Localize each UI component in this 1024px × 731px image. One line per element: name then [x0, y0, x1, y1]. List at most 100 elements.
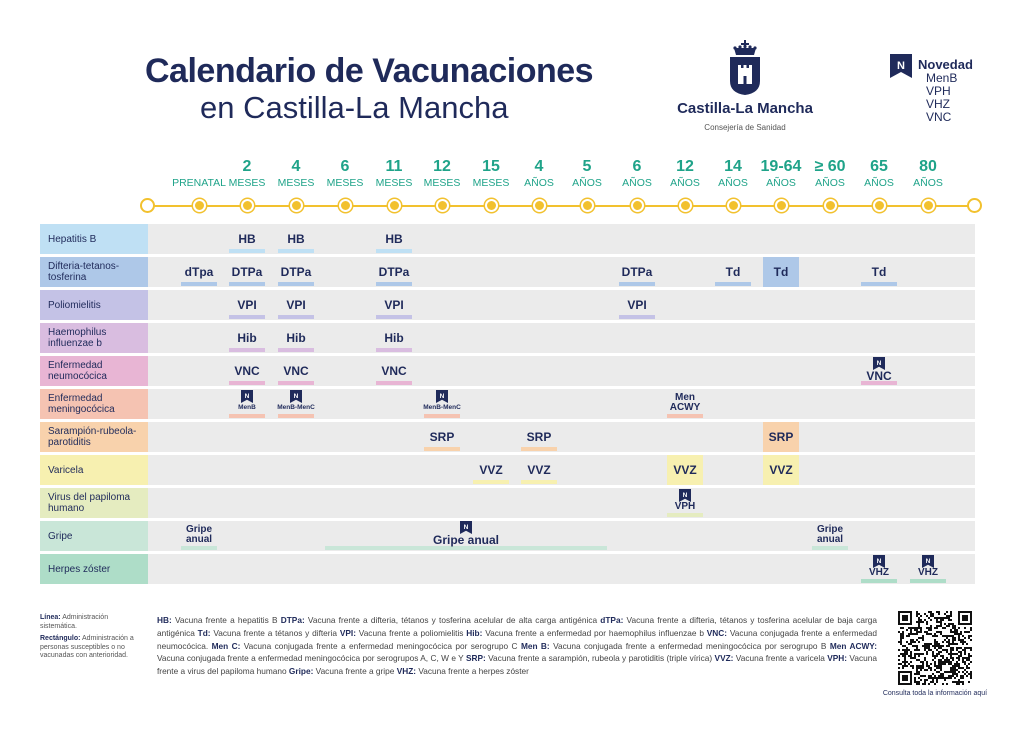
- vaccine-menb: MenB: [238, 404, 256, 411]
- age-column-3: 6 MESES: [315, 157, 375, 189]
- new-badge-icon: N: [873, 357, 885, 370]
- n-badge-icon: N: [890, 54, 912, 78]
- legend-desc: Vacuna frente a sarampión, rubeola y par…: [485, 653, 715, 664]
- row-background: [148, 488, 975, 518]
- legend-desc: Vacuna frente a hepatitis B: [171, 615, 281, 625]
- systematic-line: [376, 249, 412, 253]
- vaccine-vpi: VPI: [237, 298, 257, 312]
- systematic-line: [861, 282, 897, 286]
- row-label: Gripe: [40, 521, 148, 551]
- systematic-line: [278, 315, 314, 319]
- vaccine-dtpa: DTPa: [231, 265, 263, 279]
- vaccine-hib: Hib: [237, 331, 257, 345]
- age-column-12: 19-64 AÑOS: [751, 157, 811, 189]
- timeline-dot-6: [484, 199, 498, 212]
- age-unit: PRENATAL: [172, 177, 226, 189]
- age-unit: AÑOS: [524, 177, 554, 189]
- timeline-dot-7: [532, 199, 546, 212]
- timeline-line: [147, 205, 975, 207]
- age-column-0: PRENATAL: [169, 157, 229, 189]
- side-legend-rect-term: Rectángulo:: [40, 635, 81, 642]
- legend-desc: Vacuna frente a varicela: [733, 653, 828, 664]
- legend-abbr: Men ACWY:: [829, 640, 877, 651]
- new-badge-icon: N: [873, 555, 885, 568]
- age-column-8: 5 AÑOS: [557, 157, 617, 189]
- age-column-2: 4 MESES: [266, 157, 326, 189]
- row-label: Virus del papiloma humano: [40, 488, 148, 518]
- age-number: ≥ 60: [814, 158, 846, 175]
- novedad-item-vnc: VNC: [926, 110, 952, 124]
- new-badge-icon: N: [241, 390, 253, 403]
- legend-abbr: SRP:: [465, 653, 486, 664]
- new-badge-icon: N: [922, 555, 934, 568]
- age-unit: AÑOS: [766, 177, 796, 189]
- age-column-6: 15 MESES: [461, 157, 521, 189]
- timeline-dot-13: [823, 199, 837, 212]
- age-number: 5: [582, 158, 592, 175]
- row-label: Poliomielitis: [40, 290, 148, 320]
- row-label: Enfermedad neumocócica: [40, 356, 148, 386]
- logo: Castilla-La Mancha Consejería de Sanidad: [675, 40, 815, 140]
- vaccine-vnc: VNC: [283, 364, 309, 378]
- systematic-line: [278, 414, 314, 418]
- legend-abbr: VHZ:: [396, 666, 417, 677]
- vaccine-vnc: VNC: [234, 364, 260, 378]
- gripe-annual-line: [325, 546, 607, 550]
- age-column-13: ≥ 60 AÑOS: [800, 157, 860, 189]
- row-background: [148, 554, 975, 584]
- legend-desc: Vacuna conjugada frente a enfermedad men…: [157, 653, 466, 664]
- row-label: Sarampión-rubeola-parotiditis: [40, 422, 148, 452]
- age-unit: AÑOS: [864, 177, 894, 189]
- legend-abbr: VVZ:: [714, 653, 734, 664]
- abbreviation-legend: HB: Vacuna frente a hepatitis B DTPa: Va…: [157, 614, 877, 678]
- legend-abbr: Men C:: [211, 640, 241, 651]
- systematic-line: [619, 315, 655, 319]
- page-subtitle: en Castilla-La Mancha: [200, 90, 509, 125]
- vaccine-vvz: VVZ: [527, 463, 551, 477]
- timeline-dot-10: [678, 199, 692, 212]
- side-legend-line-term: Línea:: [40, 614, 61, 621]
- new-badge-icon: N: [436, 390, 448, 403]
- age-column-14: 65 AÑOS: [849, 157, 909, 189]
- vaccine-vpi: VPI: [286, 298, 306, 312]
- age-number: 12: [433, 158, 451, 175]
- systematic-line: [812, 546, 848, 550]
- page-title: Calendario de Vacunaciones: [145, 52, 594, 90]
- systematic-line: [181, 282, 217, 286]
- legend-abbr: Hib:: [466, 627, 483, 638]
- logo-name: Castilla-La Mancha: [677, 100, 813, 117]
- legend-abbr: Gripe:: [288, 666, 314, 677]
- timeline-dot-4: [387, 199, 401, 212]
- legend-desc: Vacuna frente a poliomielitis: [355, 627, 467, 638]
- age-unit: MESES: [228, 177, 266, 189]
- timeline-dot-14: [872, 199, 886, 212]
- legend-abbr: VPI:: [339, 627, 356, 638]
- new-badge-icon: N: [290, 390, 302, 403]
- systematic-line: [619, 282, 655, 286]
- age-number: 19-64: [760, 158, 802, 175]
- svg-text:N: N: [440, 393, 445, 400]
- svg-text:N: N: [877, 360, 882, 367]
- age-column-5: 12 MESES: [412, 157, 472, 189]
- svg-text:N: N: [897, 60, 905, 72]
- vaccine-menb-menc: MenB-MenC: [277, 404, 315, 411]
- vaccine-dtpa: DTPa: [280, 265, 312, 279]
- vaccine-dtpa: DTPa: [378, 265, 410, 279]
- castle-crown-icon: [730, 40, 760, 95]
- row-background: [148, 422, 975, 452]
- qr-code-icon[interactable]: [898, 611, 972, 685]
- susceptible-rectangle: [763, 455, 799, 485]
- systematic-line: [376, 381, 412, 385]
- vaccine-vvz: VVZ: [479, 463, 503, 477]
- systematic-line: [861, 579, 897, 583]
- age-number: 14: [724, 158, 742, 175]
- vaccine-vhz: VHZ: [918, 567, 938, 578]
- legend-desc: Vacuna frente a tétanos y difteria: [210, 627, 340, 638]
- systematic-line: [861, 381, 897, 385]
- vaccine-srp: SRP: [526, 430, 552, 444]
- side-legend-rect-desc: Administración a personas susceptibles o…: [40, 635, 134, 659]
- timeline-dot-1: [240, 199, 254, 212]
- age-column-7: 4 AÑOS: [509, 157, 569, 189]
- vaccine-men-acwy: Men ACWY: [669, 392, 701, 413]
- systematic-line: [229, 348, 265, 352]
